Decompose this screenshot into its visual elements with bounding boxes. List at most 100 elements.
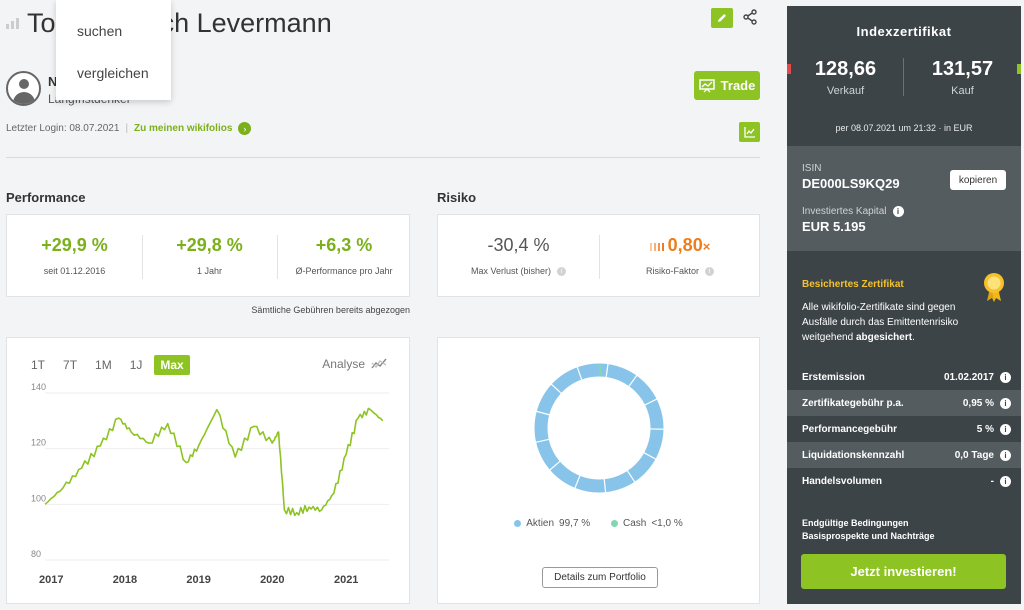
trade-label: Trade: [720, 78, 756, 93]
divider: [6, 157, 760, 158]
login-row: Letzter Login: 08.07.2021 | Zu meinen wi…: [6, 122, 252, 135]
range-tab-1j[interactable]: 1J: [129, 358, 143, 372]
donut-segment-divider: [626, 469, 636, 483]
metric-label: seit 01.12.2016: [43, 266, 106, 276]
fact-value: 0,95 %: [962, 397, 994, 409]
donut-slice-cash[interactable]: [534, 363, 664, 493]
range-tabs: 1T 7T 1M 1J Max: [25, 355, 190, 375]
risk-factor-label: Risiko-Faktor: [645, 266, 699, 276]
metric-label: 1 Jahr: [196, 266, 222, 276]
info-icon[interactable]: i: [1000, 475, 1011, 487]
my-wikifolios-link[interactable]: Zu meinen wikifolios: [134, 123, 233, 134]
performance-line-chart[interactable]: 80 100 120 140 2017 2018 2019 2020 2021: [7, 338, 411, 605]
donut-segment-divider: [603, 478, 607, 494]
y-tick-label: 120: [31, 438, 46, 448]
header-dropdown-menu: suchen vergleichen: [56, 0, 171, 100]
y-tick-label: 80: [31, 549, 41, 559]
donut-segment-divider: [534, 438, 550, 444]
avatar[interactable]: [6, 71, 41, 106]
user-name[interactable]: N: [48, 74, 58, 89]
buy-indicator: [1017, 64, 1021, 74]
info-icon[interactable]: i: [1000, 371, 1011, 383]
fact-row-trading-volume: Handelsvolumen - i: [787, 468, 1021, 494]
x-tick-label: 2018: [113, 574, 137, 586]
legend-item-cash: Cash <1,0 %: [610, 518, 683, 529]
legend-item-stocks: Aktien 99,7 %: [514, 518, 590, 529]
isin-band: [787, 146, 1021, 251]
fact-value: 0,0 Tage: [954, 449, 994, 461]
portfolio-donut-chart[interactable]: [438, 338, 761, 508]
certificate-panel: Indexzertifikat 128,66 Verkauf 131,57 Ka…: [787, 6, 1021, 604]
legend-name: Aktien: [526, 518, 555, 529]
menu-item-search[interactable]: suchen: [77, 23, 123, 39]
x-tick-label: 2019: [186, 574, 210, 586]
metric-value: +29,8 %: [176, 235, 243, 255]
sell-label: Verkauf: [826, 85, 865, 97]
secured-title: Besichertes Zertifikat: [802, 279, 904, 290]
metric-value: +6,3 %: [315, 235, 373, 255]
secured-text-body: Alle wikifolio-Zertifikate sind gegen Au…: [802, 302, 959, 343]
legend-value: <1,0 %: [651, 518, 683, 529]
donut-slice-stocks[interactable]: [534, 363, 664, 493]
buy-price-block: 131,57 Kauf: [904, 58, 1021, 97]
share-icon[interactable]: [742, 9, 758, 25]
range-tab-1m[interactable]: 1M: [95, 358, 112, 372]
invest-now-button[interactable]: Jetzt investieren!: [801, 554, 1006, 589]
portfolio-details-button[interactable]: Details zum Portfolio: [542, 567, 658, 588]
info-icon[interactable]: i: [1000, 397, 1011, 409]
donut-segment-divider: [627, 374, 638, 388]
trade-button[interactable]: Trade: [694, 71, 760, 100]
donut-segment-divider: [605, 363, 609, 379]
range-tab-1t[interactable]: 1T: [31, 358, 46, 372]
range-tab-7t[interactable]: 7T: [63, 358, 78, 372]
risk-card: -30,4 % Max Verlust (bisher) i 0,80× Risi…: [437, 214, 760, 297]
divider: [277, 235, 278, 279]
fee-note: Sämtliche Gebühren bereits abgezogen: [251, 305, 410, 315]
capital-label: Investiertes Kapital: [802, 206, 887, 218]
info-icon[interactable]: i: [557, 267, 567, 277]
signal-bars-icon: [6, 17, 19, 29]
arrow-right-icon[interactable]: ›: [238, 122, 252, 135]
facts-table: Erstemission 01.02.2017 i Zertifikategebüh…: [787, 364, 1021, 494]
info-icon[interactable]: i: [1000, 449, 1011, 461]
sell-indicator: [787, 64, 791, 74]
sell-price-block: 128,66 Verkauf: [787, 58, 904, 97]
info-icon[interactable]: i: [705, 267, 714, 277]
fact-key: Erstemission: [802, 371, 865, 383]
analyse-label: Analyse: [322, 357, 365, 371]
divider: [903, 58, 904, 96]
analyse-icon: [371, 358, 387, 369]
buy-price: 131,57: [931, 58, 994, 80]
legend-value: 99,7 %: [559, 518, 591, 529]
legend-dot: [610, 519, 618, 527]
fact-key: Performancegebühr: [802, 423, 898, 435]
analyse-button[interactable]: Analyse: [322, 357, 387, 371]
info-icon[interactable]: i: [1000, 423, 1011, 435]
copy-isin-button[interactable]: kopieren: [950, 170, 1006, 190]
metric-value: +29,9 %: [41, 235, 108, 255]
y-tick-label: 100: [31, 493, 46, 503]
fact-row-certificate-fee: Zertifikategebühr p.a. 0,95 % i: [787, 390, 1021, 416]
edit-button[interactable]: [711, 8, 733, 28]
final-terms-link[interactable]: Endgültige Bedingungen: [802, 518, 909, 528]
range-tab-max[interactable]: Max: [154, 355, 190, 375]
fact-row-performance-fee: Performancegebühr 5 % i: [787, 416, 1021, 442]
donut-segment-divider: [574, 474, 581, 490]
menu-item-compare[interactable]: vergleichen: [77, 65, 149, 81]
series-line: [44, 407, 384, 517]
isin-value: DE000LS9KQ29: [802, 176, 900, 191]
fact-key: Liquidationskennzahl: [802, 449, 905, 461]
fact-value: 01.02.2017: [943, 371, 994, 383]
buy-label: Kauf: [951, 85, 974, 97]
info-icon[interactable]: i: [892, 206, 904, 217]
fact-value: -: [990, 475, 994, 487]
risk-factor-suffix: ×: [702, 239, 711, 254]
prospectus-link[interactable]: Basisprospekte und Nachträge: [802, 531, 935, 541]
chart-view-button[interactable]: [739, 122, 760, 142]
risk-bars-icon: [649, 243, 664, 252]
metric-label: Ø-Performance pro Jahr: [295, 266, 393, 276]
fact-value: 5 %: [976, 423, 994, 435]
capital-value: EUR 5.195: [802, 219, 866, 234]
donut-segment-divider: [642, 451, 657, 461]
performance-metric-avg-per-year: +6,3 % Ø-Performance pro Jahr: [277, 215, 411, 296]
